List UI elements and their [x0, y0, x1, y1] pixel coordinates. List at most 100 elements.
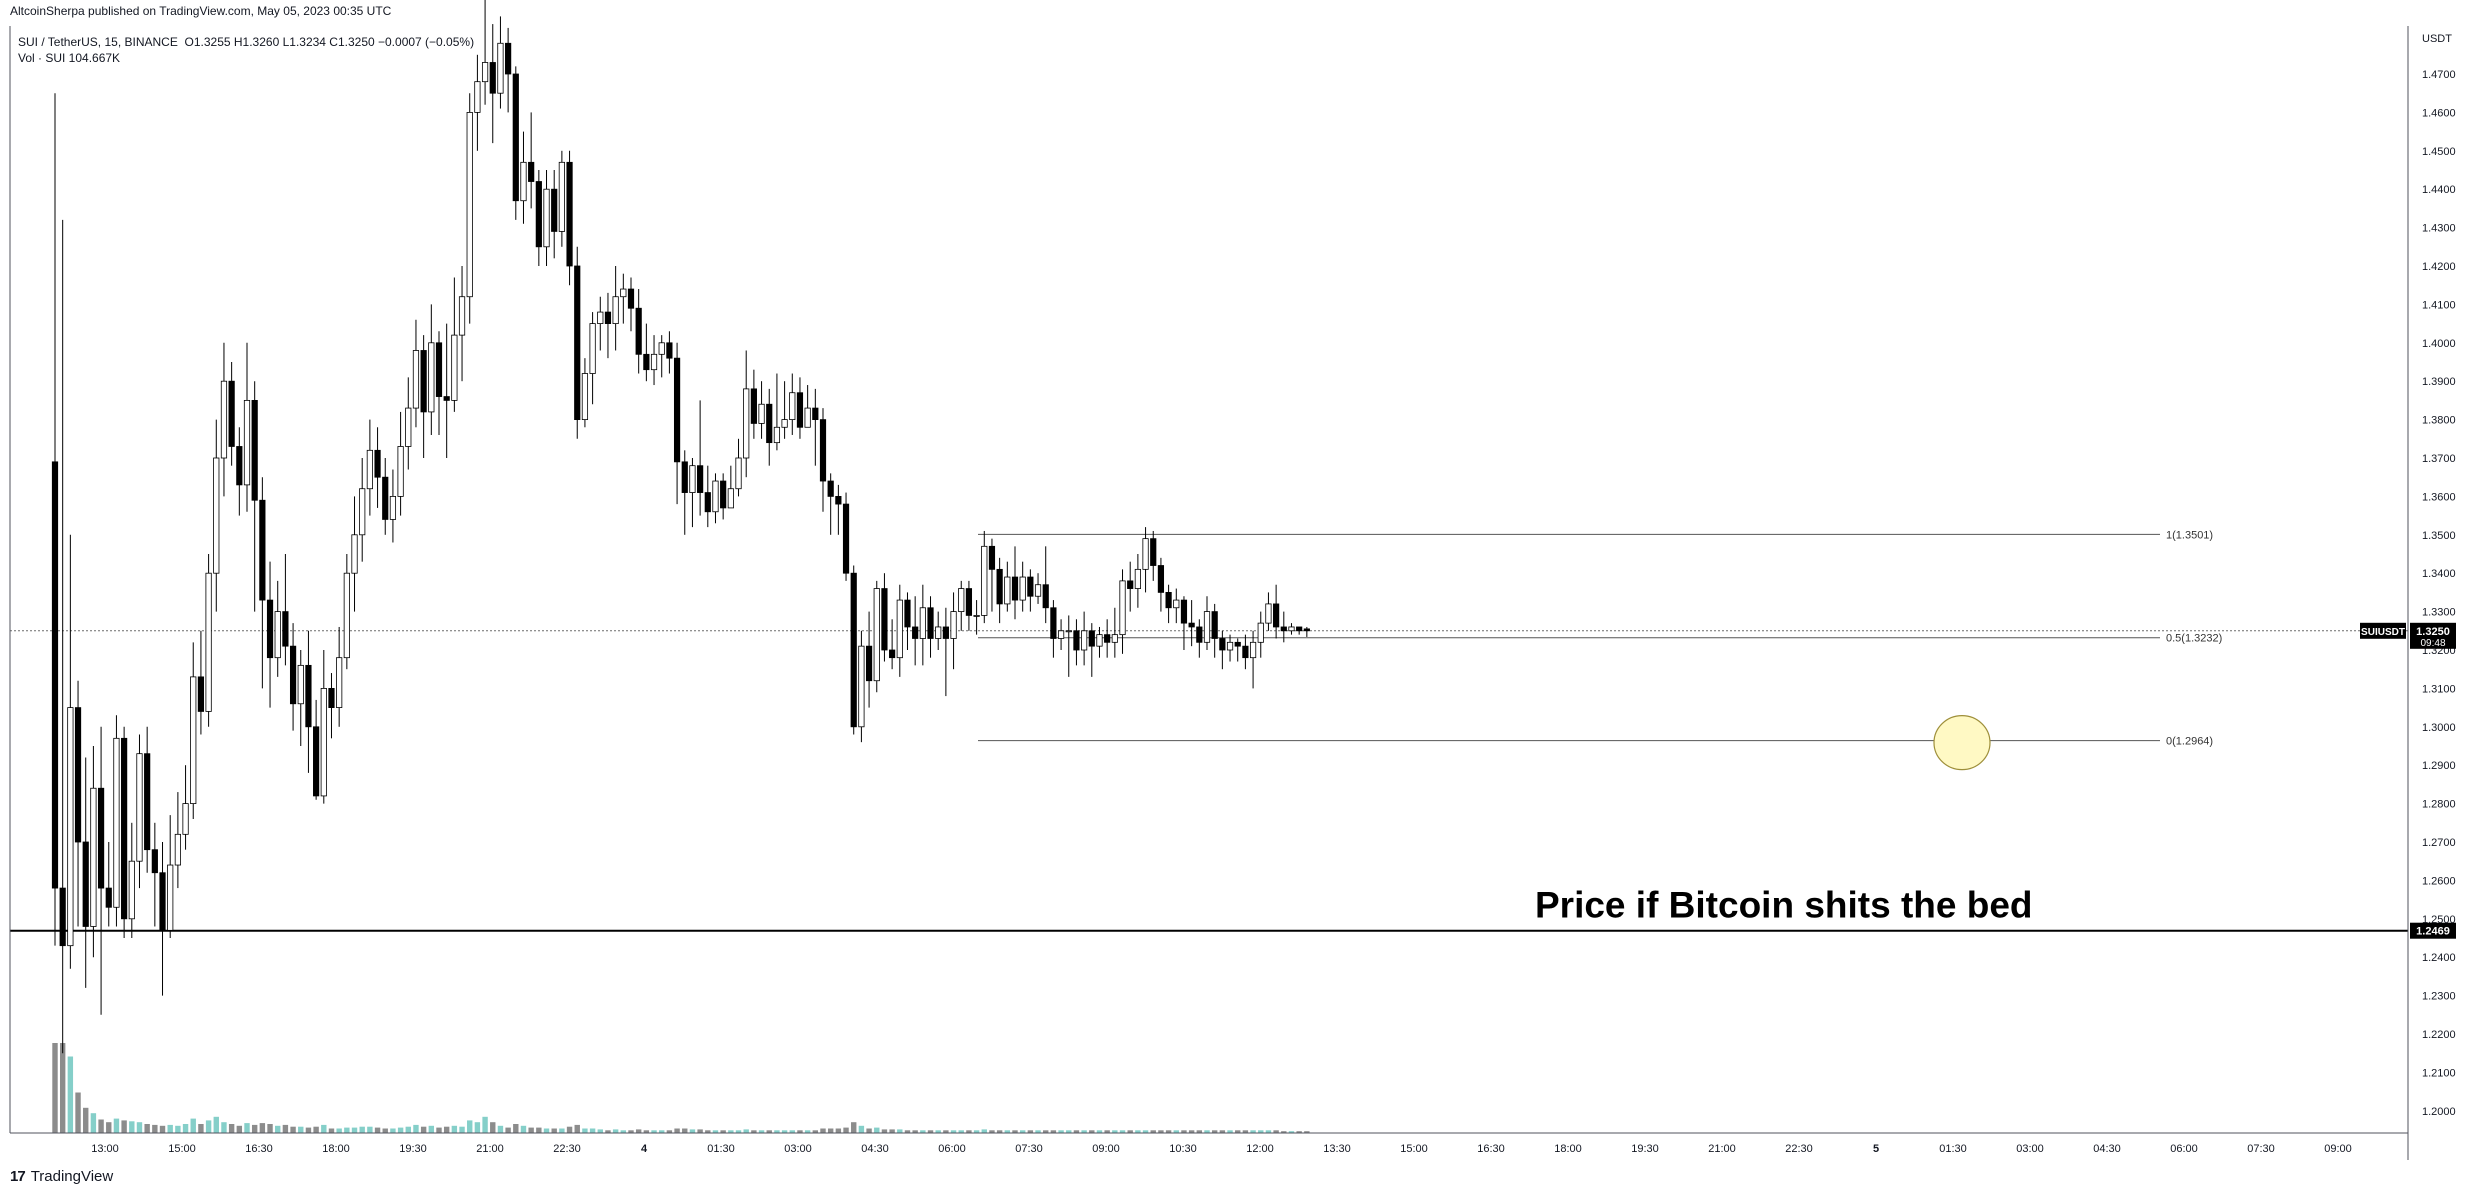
candle-body[interactable] [704, 492, 711, 513]
candle-body[interactable] [881, 588, 888, 651]
candle-body[interactable] [896, 599, 903, 659]
candle-body[interactable] [382, 476, 389, 520]
candle-body[interactable] [912, 626, 919, 639]
candle-body[interactable] [958, 588, 965, 612]
candle-body[interactable] [781, 419, 788, 428]
candle-body[interactable] [551, 188, 558, 232]
candle-body[interactable] [720, 480, 727, 509]
candle-body[interactable] [451, 334, 458, 401]
candle-body[interactable] [1019, 576, 1026, 601]
candle-body[interactable] [1050, 607, 1057, 639]
candle-body[interactable] [804, 407, 811, 428]
candle-body[interactable] [712, 480, 719, 513]
candle-body[interactable] [988, 545, 996, 570]
candle-body[interactable] [1111, 634, 1118, 643]
candle-body[interactable] [1142, 538, 1149, 570]
candle-body[interactable] [359, 488, 366, 536]
candle-body[interactable] [397, 446, 404, 497]
candle-body[interactable] [819, 419, 827, 482]
candle-body[interactable] [1196, 626, 1203, 643]
candle-body[interactable] [343, 572, 350, 659]
candle-body[interactable] [873, 588, 880, 682]
candle-body[interactable] [374, 449, 381, 478]
candle-body[interactable] [90, 787, 97, 927]
candle-body[interactable] [558, 161, 565, 232]
candle-body[interactable] [74, 707, 82, 843]
candle-body[interactable] [389, 495, 397, 520]
candle-body[interactable] [1057, 630, 1065, 639]
candle-body[interactable] [190, 676, 197, 805]
candle-body[interactable] [1203, 611, 1211, 643]
candle-body[interactable] [289, 645, 297, 705]
candle-body[interactable] [128, 860, 135, 920]
candle-body[interactable] [612, 296, 619, 325]
candle-body[interactable] [597, 311, 604, 324]
candle-body[interactable] [1249, 641, 1257, 659]
candle-body[interactable] [981, 545, 988, 616]
candle-body[interactable] [620, 288, 627, 298]
candle-body[interactable] [505, 42, 512, 75]
candle-body[interactable] [458, 296, 466, 336]
candle-body[interactable] [1165, 592, 1172, 609]
candle-body[interactable] [689, 465, 696, 493]
candle-body[interactable] [205, 572, 212, 712]
candle-body[interactable] [1173, 599, 1180, 609]
target-circle[interactable] [1933, 715, 1991, 771]
candle-body[interactable] [351, 534, 358, 574]
candle-body[interactable] [136, 753, 143, 862]
candle-body[interactable] [965, 588, 973, 616]
candle-body[interactable] [366, 449, 373, 490]
candle-body[interactable] [950, 611, 957, 639]
candle-body[interactable] [827, 480, 834, 497]
candle-body[interactable] [1242, 645, 1249, 659]
candle-body[interactable] [412, 350, 420, 409]
candle-body[interactable] [520, 161, 527, 202]
candle-body[interactable] [297, 664, 304, 705]
candle-body[interactable] [528, 161, 535, 182]
candle-body[interactable] [1104, 634, 1111, 643]
candle-body[interactable] [543, 188, 550, 248]
candle-body[interactable] [1226, 641, 1234, 651]
candle-body[interactable] [1296, 626, 1303, 632]
candle-body[interactable] [159, 872, 166, 931]
candle-body[interactable] [1234, 641, 1241, 647]
candle-body[interactable] [228, 380, 235, 447]
candle-body[interactable] [435, 342, 443, 397]
candle-body[interactable] [773, 426, 781, 444]
candle-body[interactable] [1211, 611, 1218, 639]
candle-body[interactable] [174, 833, 181, 866]
candle-body[interactable] [1065, 630, 1072, 633]
symbol-label[interactable]: SUI / TetherUS, 15, BINANCE [18, 35, 178, 49]
candle-body[interactable] [67, 707, 74, 947]
candle-body[interactable] [259, 499, 266, 601]
candle-body[interactable] [59, 887, 66, 947]
candle-body[interactable] [697, 465, 704, 493]
candle-body[interactable] [1273, 603, 1280, 628]
candle-body[interactable] [328, 688, 335, 709]
tradingview-brand[interactable]: 17 TradingView [10, 1168, 113, 1185]
candle-body[interactable] [666, 342, 673, 359]
candle-body[interactable] [420, 350, 427, 413]
candle-body[interactable] [251, 399, 258, 501]
candle-body[interactable] [1119, 580, 1126, 636]
candle-body[interactable] [935, 626, 942, 639]
candle-body[interactable] [443, 396, 450, 401]
candle-body[interactable] [643, 353, 650, 371]
candle-body[interactable] [113, 737, 120, 908]
candle-body[interactable] [121, 737, 128, 920]
candle-body[interactable] [182, 803, 189, 835]
candle-body[interactable] [313, 726, 320, 797]
candle-body[interactable] [635, 307, 642, 355]
candle-body[interactable] [481, 62, 489, 83]
candle-body[interactable] [812, 407, 819, 420]
candle-body[interactable] [927, 607, 934, 639]
candle-body[interactable] [535, 181, 542, 248]
candle-body[interactable] [727, 488, 734, 509]
candle-body[interactable] [1034, 584, 1042, 597]
candle-body[interactable] [1180, 599, 1188, 624]
candle-body[interactable] [405, 407, 412, 447]
candle-body[interactable] [750, 388, 757, 424]
candle-body[interactable] [1096, 634, 1103, 647]
